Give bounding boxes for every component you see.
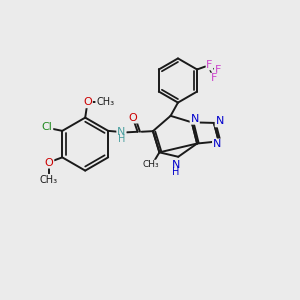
- Text: Cl: Cl: [41, 122, 52, 132]
- Text: CH₃: CH₃: [40, 175, 58, 185]
- Text: H: H: [172, 167, 180, 177]
- Text: N: N: [117, 127, 126, 137]
- Text: N: N: [190, 114, 199, 124]
- Text: O: O: [129, 112, 138, 123]
- Text: CH₃: CH₃: [96, 97, 114, 107]
- Text: N: N: [216, 116, 224, 126]
- Text: N: N: [172, 160, 180, 170]
- Text: F: F: [210, 73, 217, 83]
- Text: CH₃: CH₃: [143, 160, 160, 169]
- Text: F: F: [206, 60, 213, 70]
- Text: F: F: [214, 65, 221, 75]
- Text: N: N: [213, 140, 221, 149]
- Text: H: H: [118, 134, 125, 144]
- Text: O: O: [45, 158, 53, 168]
- Text: O: O: [83, 97, 92, 107]
